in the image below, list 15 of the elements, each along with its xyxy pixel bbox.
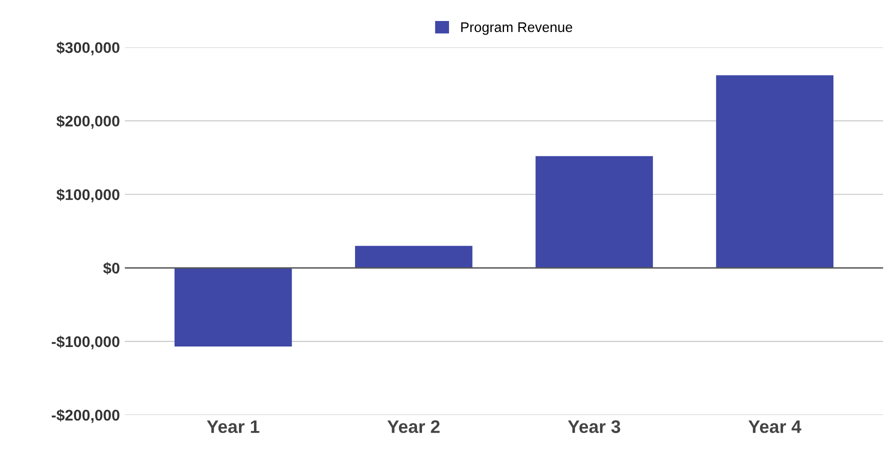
y-tick-label: $100,000	[56, 188, 120, 202]
bar	[716, 75, 834, 268]
x-tick-label: Year 1	[206, 420, 260, 434]
y-tick-label: $0	[103, 262, 120, 275]
x-tick-label: Year 2	[387, 420, 440, 434]
y-tick-label: -$200,000	[52, 409, 120, 423]
bar	[174, 268, 292, 347]
x-tick-label: Year 3	[568, 420, 620, 434]
y-tick-label: $200,000	[56, 115, 120, 129]
legend-label: Program Revenue	[461, 22, 572, 35]
bar	[355, 246, 472, 268]
x-tick-label: Year 4	[748, 420, 802, 434]
bar	[536, 156, 653, 268]
y-tick-label: $300,000	[56, 42, 120, 56]
y-tick-label: -$100,000	[52, 336, 120, 350]
